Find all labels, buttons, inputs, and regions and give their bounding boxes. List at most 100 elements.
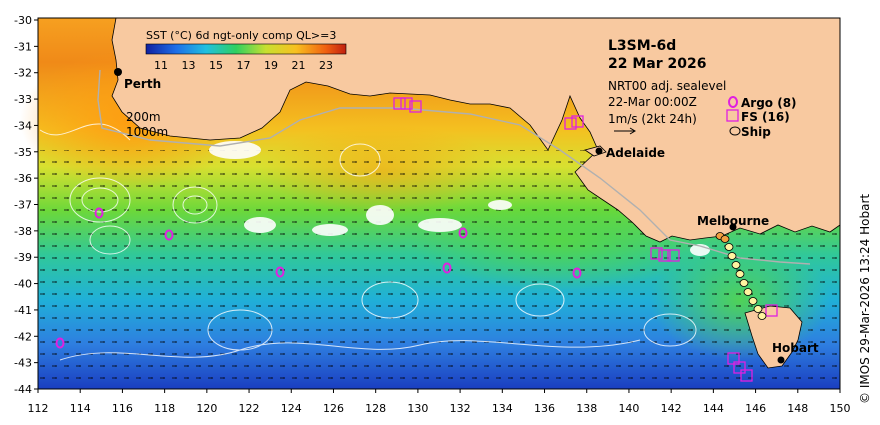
- x-tick-label: 140: [618, 402, 639, 415]
- ship-position: [731, 261, 741, 269]
- argo-floats: [55, 207, 582, 349]
- x-axis: 112 114 116 118 120 122 124 126 128 130 132 134 136 1…: [28, 389, 851, 415]
- colorbar-tick-label: 15: [209, 59, 223, 72]
- fs-station: [393, 97, 406, 110]
- land-tasmania: [744, 305, 803, 369]
- x-tick-label: 128: [365, 402, 386, 415]
- svg-text:Melbourne: Melbourne: [697, 214, 769, 228]
- ship-position: [735, 270, 745, 278]
- currents-scale: 1m/s (2kt 24h): [608, 112, 697, 126]
- y-axis: -30 -31 -32 -33 -34 -35 -36 -37 -38 -39 -40 -41 -42 -…: [14, 14, 38, 396]
- fs-station: [400, 97, 413, 110]
- argo-float: [458, 227, 468, 239]
- legend-fs: FS (16): [741, 110, 790, 124]
- x-tick-label: 144: [703, 402, 724, 415]
- argo-float: [164, 229, 174, 241]
- fs-station: [409, 100, 422, 113]
- credit-text: © IMOS 29-Mar-2026 13:24 Hobart: [858, 193, 872, 404]
- x-tick-label: 118: [154, 402, 175, 415]
- fs-station: [650, 247, 663, 260]
- y-tick-label: -32: [14, 67, 32, 80]
- ship-position: [753, 305, 763, 313]
- x-tick-label: 126: [323, 402, 344, 415]
- argo-legend-icon: [728, 96, 738, 108]
- x-tick-label: 124: [281, 402, 302, 415]
- colorbar-tick-label: 17: [237, 59, 251, 72]
- x-tick-label: 120: [196, 402, 217, 415]
- ship-position: [724, 243, 734, 251]
- city-hobart: Hobart: [772, 341, 819, 364]
- fs-station: [733, 361, 746, 374]
- colorbar-tick-label: 13: [182, 59, 196, 72]
- ship-position: [727, 252, 737, 260]
- y-tick-label: -40: [14, 278, 32, 291]
- y-tick-label: -31: [14, 40, 32, 53]
- colorbar-tick-label: 23: [319, 59, 333, 72]
- axes-frame: [37, 17, 841, 390]
- ship-position: [743, 288, 753, 296]
- city-adelaide: Adelaide: [595, 146, 665, 160]
- x-tick-label: 146: [745, 402, 766, 415]
- x-tick-label: 116: [112, 402, 133, 415]
- y-tick-label: -36: [14, 172, 32, 185]
- colorbar-tick-label: 19: [264, 59, 278, 72]
- ship-position: [748, 297, 758, 305]
- fs-stations: [393, 97, 778, 382]
- fs-station: [667, 249, 680, 262]
- x-tick-label: 138: [576, 402, 597, 415]
- x-tick-label: 136: [534, 402, 555, 415]
- ship-position: [739, 279, 749, 287]
- contour-label-1000m: 1000m: [126, 125, 168, 139]
- scale-arrow-icon: [614, 127, 636, 135]
- x-tick-label: 142: [661, 402, 682, 415]
- svg-text:Perth: Perth: [124, 77, 161, 91]
- argo-float: [572, 267, 582, 279]
- x-tick-label: 112: [28, 402, 49, 415]
- fs-station: [564, 117, 577, 130]
- y-tick-label: -39: [14, 251, 32, 264]
- ship-position: [757, 312, 767, 320]
- x-tick-label: 130: [407, 402, 428, 415]
- legend-ship: Ship: [741, 125, 771, 139]
- y-tick-label: -43: [14, 357, 32, 370]
- map-title: L3SM-6d: [608, 38, 676, 54]
- colorbar-label: SST (°C) 6d ngt-only comp QL>=3: [146, 29, 336, 42]
- argo-float: [275, 266, 285, 278]
- y-tick-label: -33: [14, 93, 32, 106]
- y-tick-label: -42: [14, 330, 32, 343]
- svg-text:Hobart: Hobart: [772, 341, 819, 355]
- fs-legend-icon: [726, 109, 739, 122]
- argo-float: [442, 262, 452, 274]
- svg-text:Adelaide: Adelaide: [606, 146, 665, 160]
- x-tick-label: 122: [239, 402, 260, 415]
- cloud-gaps: [209, 141, 710, 256]
- city-perth: Perth: [114, 68, 161, 91]
- y-tick-label: -37: [14, 199, 32, 212]
- y-tick-label: -34: [14, 119, 32, 132]
- fs-station: [740, 369, 753, 382]
- currents-source: NRT00 adj. sealevel: [608, 79, 726, 93]
- legend: Argo (8) FS (16) Ship: [726, 96, 797, 139]
- shelf-200m: [97, 69, 811, 265]
- ship-legend-icon: [729, 126, 741, 136]
- argo-float: [55, 337, 65, 349]
- land-australia: [111, 17, 841, 243]
- colorbar-tick-label: 21: [292, 59, 306, 72]
- x-tick-label: 150: [830, 402, 851, 415]
- y-tick-label: -38: [14, 225, 32, 238]
- y-tick-label: -41: [14, 304, 32, 317]
- x-tick-label: 132: [450, 402, 471, 415]
- y-tick-label: -44: [14, 383, 32, 396]
- fs-station: [765, 304, 778, 317]
- fs-station: [658, 249, 671, 262]
- fs-station: [571, 115, 584, 128]
- city-melbourne: Melbourne: [697, 214, 769, 231]
- y-tick-label: -30: [14, 14, 32, 27]
- currents-time: 22-Mar 00:00Z: [608, 95, 697, 109]
- x-tick-label: 148: [787, 402, 808, 415]
- x-tick-label: 114: [70, 402, 91, 415]
- ship-track: [715, 232, 767, 320]
- argo-float: [94, 207, 104, 219]
- map-date: 22 Mar 2026: [608, 56, 706, 72]
